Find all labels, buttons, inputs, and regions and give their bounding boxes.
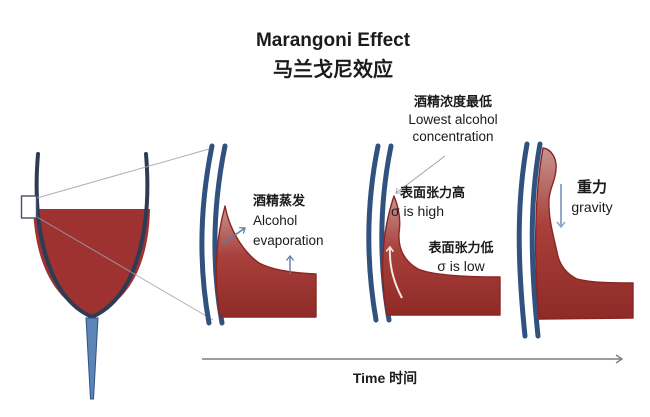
callout-line-top	[36, 148, 210, 199]
evaporation-arrow	[221, 226, 246, 245]
glass-bowl-outline	[34, 152, 150, 320]
wine-glass	[20, 148, 214, 400]
marangoni-flow-arrow	[385, 245, 403, 299]
glass-wall-outer	[366, 143, 381, 323]
glass-wall-inner	[529, 141, 543, 339]
title-english: Marangoni Effect	[255, 30, 411, 51]
diagram-title: Marangoni Effect 马兰戈尼效应	[163, 30, 503, 82]
wine-film	[382, 195, 501, 316]
label-lowest-concentration: 酒精浓度最低 Lowest alcohol concentration	[408, 94, 498, 145]
wine-film-tear	[534, 147, 634, 320]
label-alcohol-evaporation: 酒精蒸发 Alcohol evaporation	[253, 193, 324, 248]
glass-wall-outer	[199, 143, 215, 326]
panel-surface-tension	[366, 143, 501, 323]
glass-stem	[85, 317, 99, 400]
concentration-pointer-arrow	[395, 155, 446, 194]
label-time-axis: Time 时间	[352, 370, 418, 386]
wine-film	[215, 205, 317, 318]
title-chinese: 马兰戈尼效应	[273, 59, 393, 81]
glass-wall-outer	[516, 141, 530, 339]
label-surface-tension-low: 表面张力低 σ is low	[428, 240, 494, 274]
callout-box	[20, 195, 38, 219]
panel-gravity	[516, 141, 634, 339]
label-gravity: 重力 gravity	[571, 179, 613, 215]
label-surface-tension-high: 表面张力高 σ is high	[391, 185, 466, 219]
callout-line-bottom	[36, 216, 214, 321]
panel-evaporation	[199, 143, 317, 326]
